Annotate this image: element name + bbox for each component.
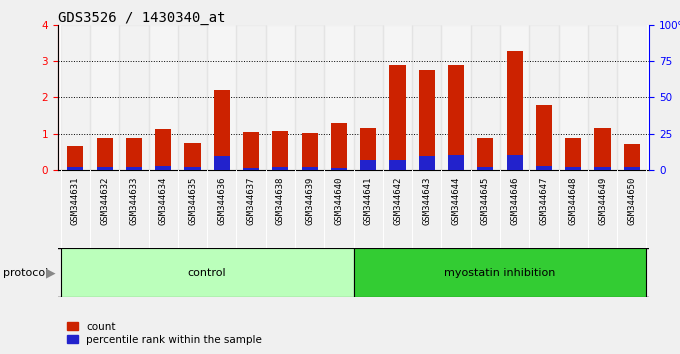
Text: GSM344640: GSM344640 [335, 176, 343, 224]
Bar [624, 144, 640, 170]
Bar [331, 124, 347, 170]
Bar [448, 65, 464, 170]
Text: GSM344646: GSM344646 [510, 176, 519, 224]
Bar [155, 166, 171, 170]
Text: GSM344634: GSM344634 [158, 176, 168, 224]
Text: GSM344649: GSM344649 [598, 176, 607, 224]
Bar [331, 168, 347, 170]
Text: GSM344650: GSM344650 [628, 176, 636, 224]
Bar [448, 155, 464, 170]
Bar [266, 25, 295, 170]
Bar [565, 138, 581, 170]
Bar [441, 25, 471, 170]
Bar [243, 168, 259, 170]
Bar [184, 143, 201, 170]
Bar [237, 25, 266, 170]
Bar [61, 25, 90, 170]
Bar [360, 160, 376, 170]
Text: GSM344632: GSM344632 [100, 176, 109, 224]
Bar [243, 132, 259, 170]
Text: ▶: ▶ [46, 266, 55, 279]
Text: myostatin inhibition: myostatin inhibition [444, 268, 556, 278]
Bar [390, 160, 405, 170]
Bar [500, 25, 529, 170]
Bar [184, 167, 201, 170]
Bar [295, 25, 324, 170]
Bar [90, 25, 119, 170]
Bar [126, 167, 142, 170]
Text: GSM344647: GSM344647 [539, 176, 549, 224]
Bar [207, 25, 237, 170]
Text: GSM344645: GSM344645 [481, 176, 490, 224]
Bar [536, 166, 552, 170]
Bar [529, 25, 558, 170]
Bar [155, 129, 171, 170]
Bar [214, 156, 230, 170]
Text: GSM344636: GSM344636 [218, 176, 226, 224]
Text: GSM344639: GSM344639 [305, 176, 314, 224]
Bar [67, 167, 84, 170]
Text: GSM344631: GSM344631 [71, 176, 80, 224]
Bar [119, 25, 149, 170]
Bar [97, 167, 113, 170]
Bar [507, 155, 523, 170]
Bar [588, 25, 617, 170]
Bar [594, 167, 611, 170]
Bar [360, 128, 376, 170]
Text: GSM344633: GSM344633 [129, 176, 139, 224]
Bar [272, 131, 288, 170]
Bar [390, 65, 405, 170]
Bar [617, 25, 647, 170]
Bar [507, 51, 523, 170]
Bar [354, 248, 647, 297]
Bar [471, 25, 500, 170]
Bar [412, 25, 441, 170]
Bar [477, 138, 494, 170]
Text: GSM344643: GSM344643 [422, 176, 431, 224]
Bar [302, 133, 318, 170]
Bar [354, 25, 383, 170]
Text: GSM344637: GSM344637 [247, 176, 256, 224]
Text: GSM344641: GSM344641 [364, 176, 373, 224]
Text: control: control [188, 268, 226, 278]
Bar [536, 105, 552, 170]
Bar [565, 167, 581, 170]
Bar [97, 138, 113, 170]
Text: GSM344648: GSM344648 [568, 176, 578, 224]
Text: GSM344635: GSM344635 [188, 176, 197, 224]
Bar [61, 248, 354, 297]
Bar [214, 90, 230, 170]
Bar [324, 25, 354, 170]
Bar [419, 70, 435, 170]
Bar [419, 156, 435, 170]
Bar [383, 25, 412, 170]
Legend: count, percentile rank within the sample: count, percentile rank within the sample [63, 317, 266, 349]
Text: GSM344642: GSM344642 [393, 176, 402, 224]
Bar [272, 167, 288, 170]
Text: GDS3526 / 1430340_at: GDS3526 / 1430340_at [58, 11, 225, 25]
Bar [624, 167, 640, 170]
Text: protocol: protocol [3, 268, 49, 278]
Bar [178, 25, 207, 170]
Text: GSM344644: GSM344644 [452, 176, 460, 224]
Bar [67, 146, 84, 170]
Bar [594, 128, 611, 170]
Bar [558, 25, 588, 170]
Bar [126, 138, 142, 170]
Bar [149, 25, 178, 170]
Text: GSM344638: GSM344638 [276, 176, 285, 224]
Bar [302, 167, 318, 170]
Bar [477, 167, 494, 170]
